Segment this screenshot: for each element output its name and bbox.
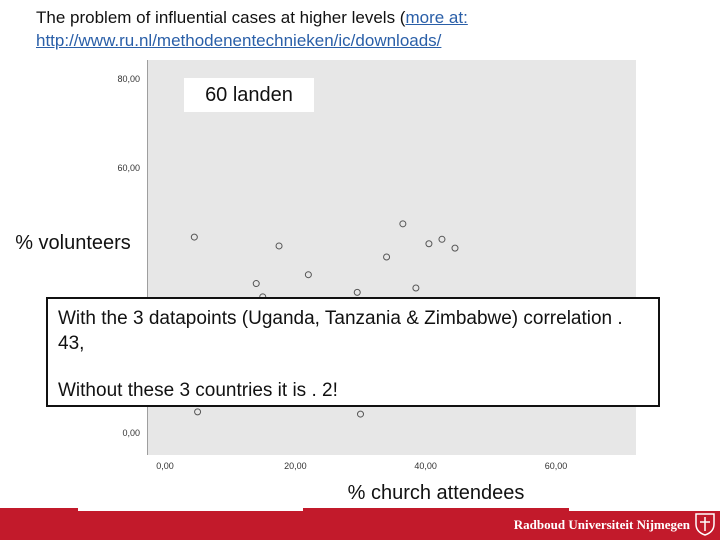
x-tick-label: 60,00	[544, 461, 568, 471]
x-tick-label: 20,00	[284, 461, 307, 471]
y-axis-label: % volunteers	[15, 232, 131, 254]
sample-size-label: 60 landen	[184, 78, 314, 112]
data-point	[451, 244, 459, 252]
footer-divider	[78, 508, 303, 511]
callout-without-outliers: Without these 3 countries it is . 2!	[58, 380, 338, 401]
data-point	[425, 240, 433, 248]
correlation-callout: With the 3 datapoints (Uganda, Tanzania …	[46, 297, 660, 407]
title-text: The problem of influential cases at high…	[36, 8, 406, 27]
data-point	[438, 235, 446, 243]
data-point	[190, 233, 198, 241]
data-point	[194, 408, 202, 416]
x-tick-label: 0,00	[156, 461, 174, 471]
y-tick-label: 60,00	[117, 162, 140, 173]
footer-bar: Radboud Universiteit Nijmegen	[0, 508, 720, 540]
callout-with-outliers: With the 3 datapoints (Uganda, Tanzania …	[58, 308, 623, 354]
y-tick-label: 80,00	[117, 74, 140, 84]
data-point	[357, 410, 364, 418]
university-brand: Radboud Universiteit Nijmegen	[513, 517, 690, 532]
data-point	[353, 288, 361, 296]
data-point	[412, 284, 420, 292]
slide-title: The problem of influential cases at high…	[36, 6, 676, 52]
y-tick-label: 0,00	[122, 428, 140, 438]
data-point	[383, 253, 391, 261]
x-tick-label: 40,00	[414, 461, 437, 471]
more-link[interactable]: more at:	[405, 8, 468, 27]
data-point	[399, 220, 407, 228]
data-point	[304, 271, 312, 279]
data-point	[275, 242, 283, 250]
data-point	[252, 280, 260, 288]
downloads-url-link[interactable]: http://www.ru.nl/methodenentechnieken/ic…	[36, 31, 442, 50]
x-axis-label: % church attendees	[303, 476, 569, 510]
university-crest-icon	[695, 513, 715, 536]
footer-divider-right	[569, 508, 720, 511]
